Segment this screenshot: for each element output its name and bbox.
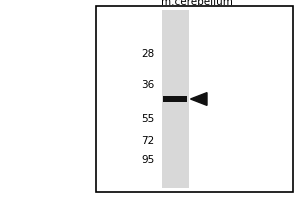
Text: 36: 36: [141, 80, 154, 90]
Text: 72: 72: [141, 136, 154, 146]
Text: 55: 55: [141, 114, 154, 124]
Bar: [96, 6, 292, 192]
Bar: [162, 10, 189, 188]
Text: 28: 28: [141, 49, 154, 59]
Text: m.cerebellum: m.cerebellum: [160, 0, 232, 7]
Text: 95: 95: [141, 155, 154, 165]
Polygon shape: [190, 93, 207, 105]
Bar: [164, 96, 188, 102]
